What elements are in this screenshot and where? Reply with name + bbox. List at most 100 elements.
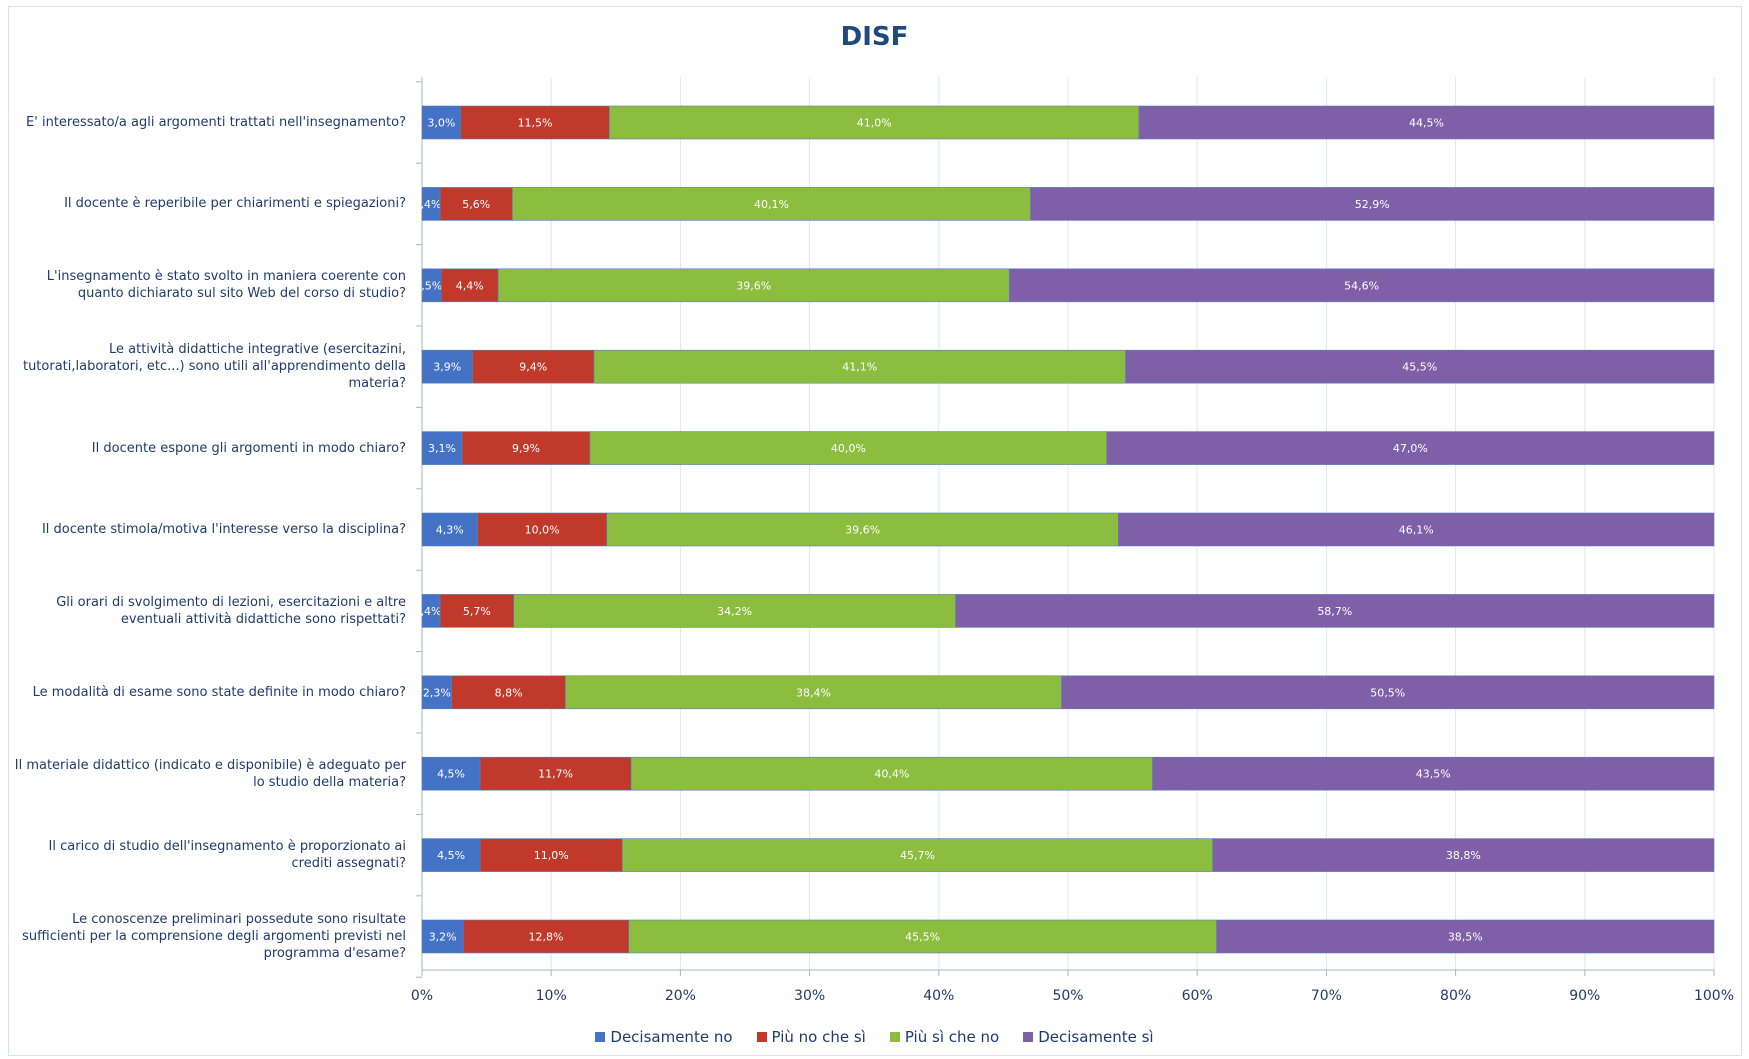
data-label: 40,1% <box>754 198 789 211</box>
legend-swatch <box>889 1032 900 1042</box>
bar-segment <box>421 919 464 954</box>
bar-segment <box>439 187 513 221</box>
legend-item: Decisamente sì <box>1023 1028 1154 1046</box>
bar-segment <box>621 838 1214 872</box>
data-label: 41,1% <box>842 361 877 374</box>
category-label: L'insegnamento è stato svolto in maniera… <box>10 268 406 302</box>
category-label: Le attività didattiche integrative (eser… <box>10 341 406 392</box>
data-label: 38,4% <box>796 686 831 699</box>
data-label: 34,2% <box>717 605 752 618</box>
category-label: Gli orari di svolgimento di lezioni, ese… <box>10 594 406 628</box>
bar-segment <box>421 105 462 140</box>
data-label: 46,1% <box>1399 524 1434 537</box>
data-label: 11,0% <box>534 849 569 862</box>
legend-label: Più no che sì <box>771 1028 866 1046</box>
data-label: 40,0% <box>831 442 866 455</box>
bar-segment <box>1216 919 1715 954</box>
data-label: 9,9% <box>512 442 540 455</box>
data-label: 5,6% <box>462 198 490 211</box>
bar-segment <box>1152 756 1715 791</box>
data-label: 44,5% <box>1409 117 1444 130</box>
chart-frame <box>8 6 1742 1056</box>
bar-segment <box>1061 675 1715 710</box>
bar-segment <box>628 919 1217 954</box>
category-label: Il docente espone gli argomenti in modo … <box>10 440 406 457</box>
data-label: 4,4% <box>456 279 484 292</box>
category-label: E' interessato/a agli argomenti trattati… <box>10 114 406 131</box>
category-label-line: Le conoscenze preliminari possedute sono… <box>72 912 406 927</box>
legend-item: Decisamente no <box>595 1028 733 1046</box>
x-tick-label: 90% <box>1569 988 1600 1004</box>
data-label: 38,8% <box>1446 849 1481 862</box>
legend-swatch <box>1023 1032 1034 1042</box>
category-label-line: Il docente espone gli argomenti in modo … <box>91 440 406 456</box>
data-label: 41,0% <box>857 117 892 130</box>
data-label: 52,9% <box>1355 198 1390 211</box>
x-tick-label: 60% <box>1182 988 1213 1004</box>
data-label: 43,5% <box>1416 768 1451 781</box>
legend-label: Decisamente sì <box>1038 1028 1154 1046</box>
data-label: 8,8% <box>495 686 523 699</box>
data-label: 4,5% <box>437 768 465 781</box>
data-label: 5,7% <box>463 605 491 618</box>
stacked-bar-chart: 0% 10% 20% 30% 40% 50% 60% 70% 80% 90% 100% 3,0% 11,… <box>411 77 1734 1004</box>
category-label-line: crediti assegnati? <box>291 856 407 872</box>
bar-segment <box>565 675 1062 710</box>
category-label-line: Le modalità di esame sono state definite… <box>32 684 406 700</box>
bar-segment <box>472 349 595 384</box>
category-label-line: lo studio della materia? <box>253 774 406 790</box>
x-tick-label: 20% <box>665 988 696 1004</box>
category-label-line: programma d'esame? <box>263 946 406 961</box>
x-tick-label: 30% <box>794 988 825 1004</box>
data-label: 3,1% <box>428 442 456 455</box>
bar-segment <box>421 756 481 791</box>
x-tick-label: 70% <box>1311 988 1342 1004</box>
data-label: 11,5% <box>518 117 553 130</box>
legend-item: Più no che sì <box>756 1028 866 1046</box>
data-label: 3,0% <box>427 117 455 130</box>
legend-swatch <box>756 1032 767 1042</box>
data-label: 3,2% <box>429 931 457 944</box>
legend-swatch <box>595 1032 606 1042</box>
bar-segment <box>589 431 1108 465</box>
data-label: 12,8% <box>529 931 564 944</box>
data-label: 45,7% <box>900 849 935 862</box>
data-label: 4,5% <box>437 849 465 862</box>
category-label-line: Il materiale didattico (indicato e dispo… <box>14 757 406 773</box>
category-label-line: Le attività didattiche integrative (eser… <box>108 342 406 358</box>
data-label: 39,6% <box>845 524 880 537</box>
category-label-line: tutorati,laboratori, etc...) sono utili … <box>22 359 406 375</box>
bar-segment <box>609 105 1140 140</box>
data-label: 54,6% <box>1344 279 1379 292</box>
bar-segment <box>630 756 1153 791</box>
data-label: 45,5% <box>1402 361 1437 374</box>
data-label: ,4% <box>421 198 442 211</box>
category-label-line: Il carico di studio dell'insegnamento è … <box>48 839 406 855</box>
data-label: 39,6% <box>736 279 771 292</box>
category-label-line: eventuali attività didattiche sono rispe… <box>120 611 406 627</box>
bar-segment <box>1138 105 1715 140</box>
category-label: Le modalità di esame sono state definite… <box>10 684 406 701</box>
legend-item: Più sì che no <box>889 1028 999 1046</box>
data-label: 40,4% <box>874 768 909 781</box>
bar-segment <box>1106 431 1715 465</box>
category-label-line: Gli orari di svolgimento di lezioni, ese… <box>56 594 406 610</box>
x-tick-label: 100% <box>1694 988 1734 1004</box>
bar-segment <box>606 512 1119 547</box>
category-label: Il materiale didattico (indicato e dispo… <box>10 757 406 791</box>
x-tick-label: 80% <box>1440 988 1471 1004</box>
bar-segment <box>1212 838 1715 872</box>
bar-segment <box>421 838 481 872</box>
x-tick-label: 50% <box>1052 988 1083 1004</box>
category-label-line: quanto dichiarato sul sito Web del corso… <box>77 286 406 302</box>
bar-segment <box>439 594 515 628</box>
x-tick-label: 0% <box>411 988 433 1004</box>
data-label: 11,7% <box>538 768 573 781</box>
category-label-line: E' interessato/a agli argomenti trattati… <box>26 115 406 130</box>
data-label: 10,0% <box>525 524 560 537</box>
data-label: 4,3% <box>436 524 464 537</box>
bar-segment <box>1030 187 1715 221</box>
bar-segment <box>421 431 463 465</box>
data-label: 47,0% <box>1393 442 1428 455</box>
data-label: 45,5% <box>905 931 940 944</box>
